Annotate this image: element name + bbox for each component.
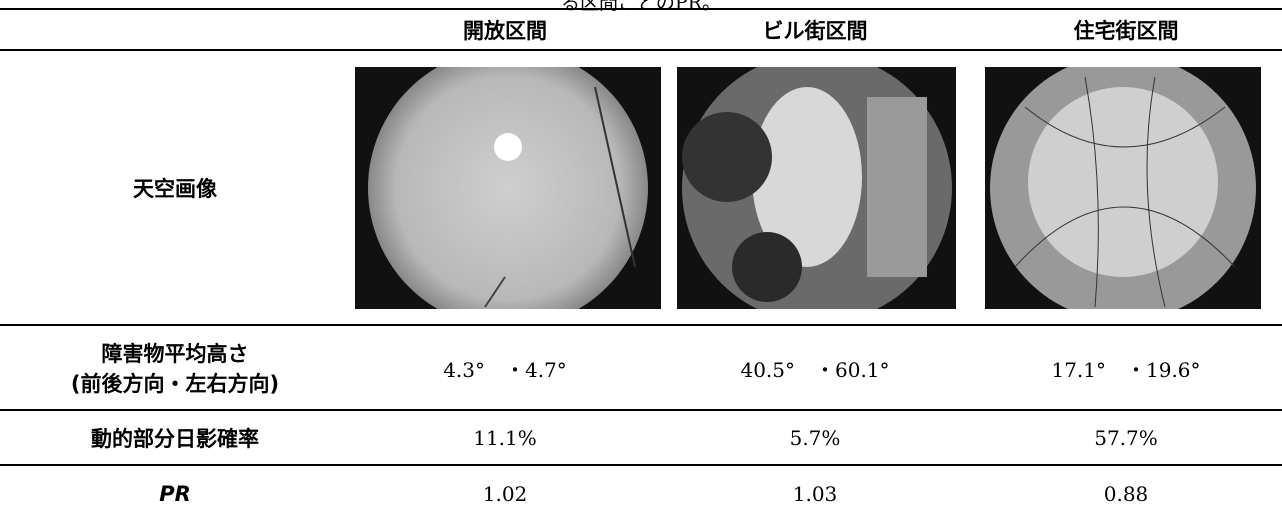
cell: 1.02 — [482, 482, 528, 506]
cell: 5.7% — [789, 425, 841, 450]
caption: る区間ごとのPR。 — [561, 0, 721, 14]
cell: 11.1% — [473, 425, 537, 450]
row-label: 障害物平均高さ (前後方向・左右方向) — [0, 326, 350, 410]
sky-image — [985, 67, 1261, 309]
cell: 40.5° ・60.1° — [740, 357, 890, 382]
rule — [0, 8, 1282, 10]
row-label: 動的部分日影確率 — [91, 426, 259, 451]
label-line: 障害物平均高さ — [101, 342, 249, 366]
rule — [0, 464, 1282, 466]
cell: 1.03 — [792, 482, 838, 506]
col-header: 住宅街区間 — [1073, 19, 1179, 43]
col-header: ビル街区間 — [762, 19, 868, 43]
rule — [0, 409, 1282, 411]
label-line: (前後方向・左右方向) — [70, 372, 280, 396]
cell: 0.88 — [1103, 482, 1149, 506]
row-label: PR — [159, 482, 191, 506]
sky-image — [355, 67, 661, 309]
cell: 4.3° ・4.7° — [443, 357, 567, 382]
col-header: 開放区間 — [463, 19, 547, 43]
cell: 17.1° ・19.6° — [1051, 357, 1201, 382]
rule — [0, 324, 1282, 326]
cell: 57.7% — [1094, 425, 1158, 450]
rule — [0, 49, 1282, 51]
sky-image — [677, 67, 956, 309]
row-label: 天空画像 — [133, 176, 217, 201]
